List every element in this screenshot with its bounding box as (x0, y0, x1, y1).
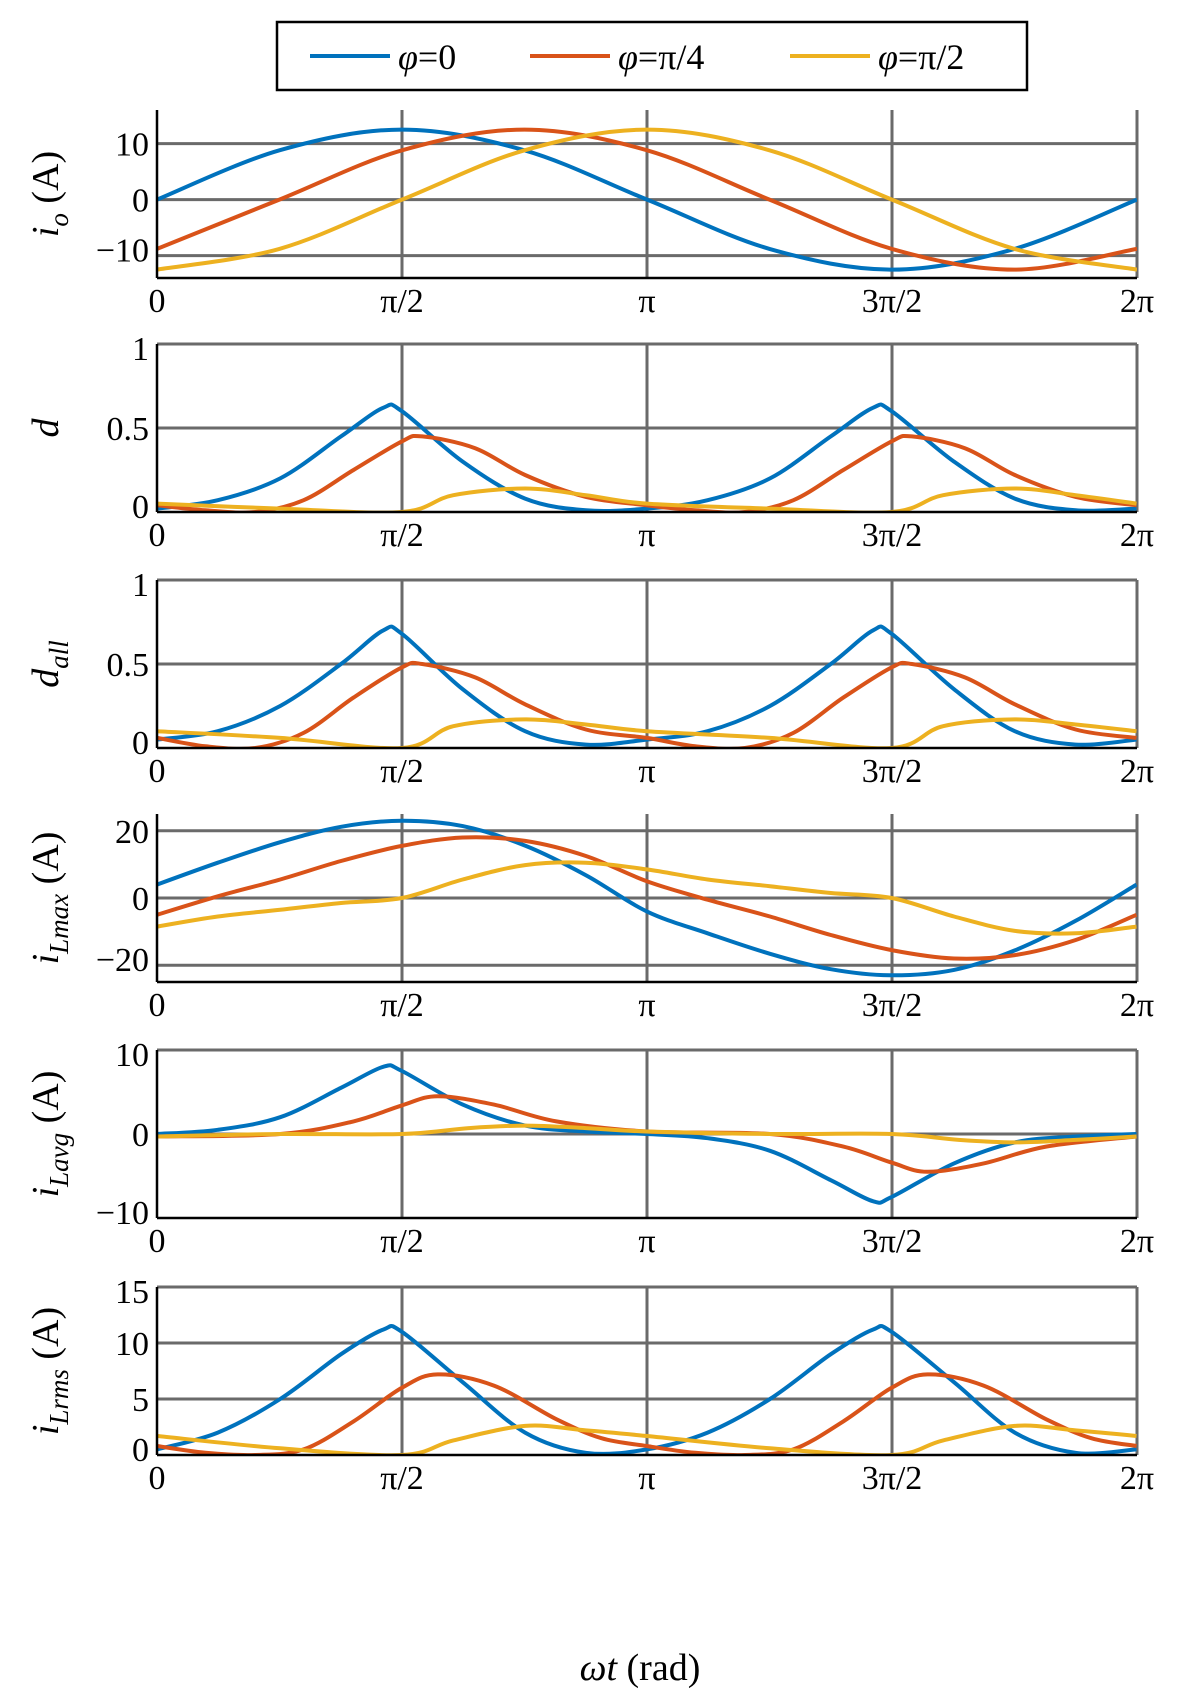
x-tick-label: 0 (149, 987, 166, 1024)
series-line-phi-pi-2 (157, 127, 1137, 272)
series-line-phi-pi-4 (157, 127, 1137, 272)
y-axis-label: iLrms (A) (25, 1307, 74, 1435)
y-tick-label: 0 (132, 1432, 149, 1469)
x-tick-label: 0 (149, 517, 166, 554)
x-tick-label: π/2 (380, 753, 424, 790)
series-line-phi-0 (157, 402, 1137, 512)
legend-entry-phi-pi-4: φ=π/4 (530, 37, 704, 77)
x-tick-label: 0 (149, 1223, 166, 1260)
y-axis-label: d (25, 418, 67, 438)
x-tick-label: 2π (1120, 1460, 1154, 1497)
panel-3: 0 0.5 1 0 π/2 π 3π/2 2π dall (25, 567, 1154, 790)
y-tick-label: 5 (132, 1382, 149, 1419)
y-tick-label: 0 (132, 725, 149, 762)
y-tick-label: 10 (115, 1326, 149, 1363)
y-axis-label: dall (25, 640, 74, 688)
x-tick-label: 3π/2 (862, 753, 923, 790)
y-tick-label: −10 (96, 233, 149, 270)
x-tick-label: 3π/2 (862, 987, 923, 1024)
x-tick-label: π (638, 1223, 655, 1260)
x-tick-label: 2π (1120, 1223, 1154, 1260)
y-axis-label: iLavg (A) (25, 1071, 74, 1198)
y-tick-label: 0 (132, 183, 149, 220)
y-tick-label: 0.5 (107, 647, 150, 684)
x-tick-label: 2π (1120, 517, 1154, 554)
legend-box (275, 20, 1029, 92)
x-tick-label: π/2 (380, 283, 424, 320)
x-tick-label: π/2 (380, 987, 424, 1024)
legend-entry-phi-0: φ=0 (310, 37, 456, 77)
legend: φ=0 φ=π/4 φ=π/2 (275, 20, 1029, 92)
y-tick-label: −20 (96, 942, 149, 979)
y-tick-label: 10 (115, 1037, 149, 1074)
legend-label-phi-0: φ=0 (398, 37, 456, 77)
y-tick-label: 10 (115, 127, 149, 164)
x-tick-label: 3π/2 (862, 1223, 923, 1260)
y-tick-label: 15 (115, 1274, 149, 1311)
y-axis-label: io (A) (25, 151, 74, 237)
x-tick-label: π/2 (380, 517, 424, 554)
y-tick-label: 0 (132, 489, 149, 526)
series-line-phi-0 (157, 1063, 1137, 1205)
y-tick-label: 0 (132, 881, 149, 918)
x-tick-label: π/2 (380, 1223, 424, 1260)
x-tick-label: 3π/2 (862, 283, 923, 320)
series-line-phi-pi-2 (157, 1123, 1137, 1145)
x-tick-label: π (638, 283, 655, 320)
x-tick-label: π (638, 987, 655, 1024)
x-tick-label: 3π/2 (862, 517, 923, 554)
series-line-phi-0 (157, 127, 1137, 272)
x-tick-label: π (638, 1460, 655, 1497)
x-axis-label: ωt (rad) (580, 1647, 701, 1689)
y-tick-label: 1 (132, 567, 149, 604)
series-line-phi-pi-4 (157, 1372, 1137, 1455)
x-tick-label: 0 (149, 1460, 166, 1497)
x-tick-label: π/2 (380, 1460, 424, 1497)
x-tick-label: 0 (149, 283, 166, 320)
x-tick-label: 2π (1120, 753, 1154, 790)
legend-label-phi-pi-2: φ=π/2 (878, 37, 964, 77)
y-tick-label: −10 (96, 1195, 149, 1232)
panel-6: 0 5 10 15 0 π/2 π 3π/2 2π iLrms (A) (25, 1274, 1154, 1497)
y-tick-label: 0 (132, 1117, 149, 1154)
y-tick-label: 20 (115, 814, 149, 851)
series-line-phi-0 (157, 818, 1137, 978)
series-line-phi-0 (157, 1324, 1137, 1455)
x-tick-label: π (638, 753, 655, 790)
y-tick-label: 1 (132, 331, 149, 368)
series-line-phi-pi-2 (157, 860, 1137, 936)
legend-entry-phi-pi-2: φ=π/2 (790, 37, 964, 77)
x-tick-label: 2π (1120, 283, 1154, 320)
x-tick-label: 0 (149, 753, 166, 790)
x-tick-label: π (638, 517, 655, 554)
series-line-phi-pi-4 (157, 835, 1137, 961)
y-tick-label: 0.5 (107, 411, 150, 448)
legend-label-phi-pi-4: φ=π/4 (618, 37, 704, 77)
series-line-phi-pi-4 (157, 660, 1137, 748)
x-tick-label: 3π/2 (862, 1460, 923, 1497)
y-axis-label: iLmax (A) (25, 832, 74, 965)
panel-2: 0 0.5 1 0 π/2 π 3π/2 2π d (25, 331, 1154, 554)
series-line-phi-pi-2 (157, 486, 1137, 512)
x-tick-label: 2π (1120, 987, 1154, 1024)
